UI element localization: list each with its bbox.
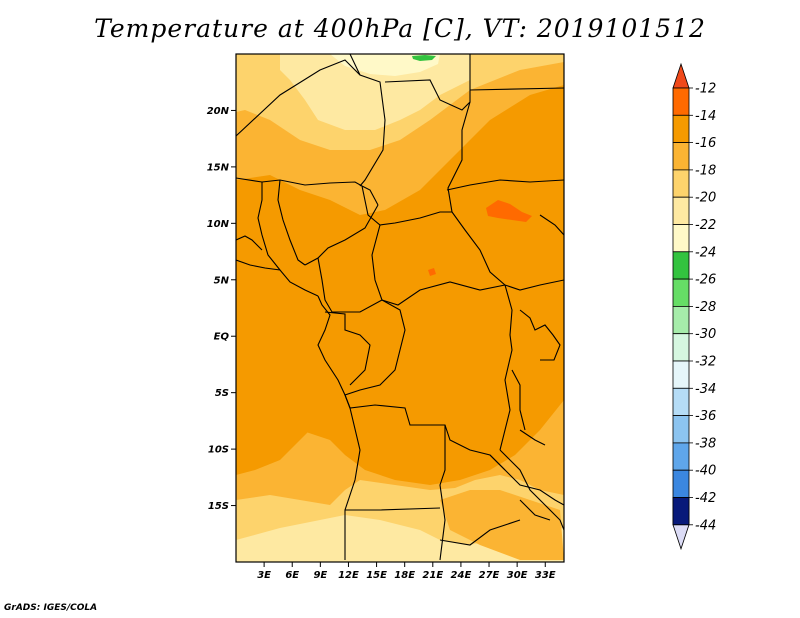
- lat-tick-label: 15N: [207, 162, 230, 173]
- longitude-axis: 3E 6E 9E 12E 15E 18E 21E 24E 27E 30E 33E: [257, 562, 556, 581]
- lat-tick-label: 20N: [207, 106, 230, 117]
- lat-tick-label: 10N: [207, 219, 230, 230]
- border-zambia-tanzania: [489, 454, 564, 506]
- lon-tick-label: 27E: [479, 570, 500, 581]
- colorbar-swatch: [672, 469, 690, 498]
- border-north-algeria-niger: [236, 59, 386, 187]
- lat-tick-label: 5S: [215, 388, 229, 399]
- colorbar-label: -30: [695, 327, 716, 342]
- colorbar-label: -14: [695, 109, 716, 124]
- colorbar-swatch: [672, 196, 690, 225]
- lon-tick-label: 21E: [422, 570, 443, 581]
- lon-tick-label: 30E: [507, 570, 528, 581]
- lon-tick-label: 12E: [338, 570, 359, 581]
- colorbar-swatch-darkest: [672, 497, 690, 526]
- colorbar-label: -34: [695, 382, 716, 397]
- border-libya-niger-chad: [349, 54, 471, 111]
- colorbar-swatch: [672, 415, 690, 444]
- colorbar-swatch: [672, 87, 690, 116]
- colorbar-swatch: [672, 333, 690, 362]
- border-drc-east: [499, 284, 513, 451]
- colorbar-label: -32: [695, 355, 716, 370]
- border-congo-drc: [344, 299, 506, 471]
- border-cameroon-gabon: [317, 257, 383, 313]
- border-chad-sudan: [447, 101, 564, 291]
- field-zone-22-20-north: [330, 54, 440, 76]
- border-lakes-east: [511, 309, 561, 446]
- colorbar-swatch: [672, 387, 690, 416]
- colorbar-swatch: [672, 142, 690, 171]
- border-chad-lake-car: [361, 185, 452, 226]
- temperature-field: [236, 54, 564, 562]
- lat-tick-label: EQ: [214, 332, 230, 343]
- border-nigeria-cameroon: [304, 204, 379, 266]
- map-title: Temperature at 400hPa [C], VT: 201910151…: [94, 14, 706, 43]
- lon-tick-label: 9E: [313, 570, 327, 581]
- field-zone-12-hotspot-1: [486, 200, 532, 222]
- colorbar-label: -20: [695, 191, 716, 206]
- colorbar-swatch: [672, 251, 690, 280]
- colorbar-label: -18: [695, 163, 716, 178]
- colorbar-label: -16: [695, 136, 716, 151]
- colorbar-swatch: [672, 305, 690, 335]
- colorbar-label: -22: [695, 218, 716, 233]
- field-zone-14-12-west: [236, 300, 330, 475]
- border-southeast: [499, 449, 564, 531]
- colorbar-label: -36: [695, 409, 716, 424]
- colorbar: -12 -14 -16 -18 -20 -22 -24 -26 -28 -30 -32 -34 -36 -…: [672, 62, 716, 551]
- colorbar-label: -44: [695, 518, 716, 533]
- country-borders: [236, 54, 564, 561]
- colorbar-label: -42: [695, 491, 716, 506]
- lat-tick-label: 15S: [208, 501, 229, 512]
- colorbar-label: -38: [695, 436, 716, 451]
- lon-tick-label: 24E: [451, 570, 472, 581]
- colorbar-top-arrow: [672, 62, 690, 89]
- grads-credit: GrADS: IGES/COLA: [4, 603, 98, 613]
- colorbar-label: -40: [695, 464, 716, 479]
- border-sudan-interior: [446, 179, 564, 236]
- colorbar-swatch: [672, 278, 690, 307]
- colorbar-swatch: [672, 114, 690, 144]
- border-namibia-botswana: [345, 507, 521, 546]
- border-gabon-congo: [324, 311, 371, 386]
- lon-tick-label: 6E: [285, 570, 299, 581]
- border-angola-zambia: [344, 407, 446, 561]
- map-frame: [235, 53, 565, 563]
- field-zone-20-18-south: [236, 515, 564, 562]
- lon-tick-label: 18E: [394, 570, 415, 581]
- lon-tick-label: 33E: [535, 570, 556, 581]
- field-zone-12-hotspot-2: [428, 268, 436, 276]
- border-west-africa-inland: [257, 179, 306, 271]
- colorbar-swatch: [672, 169, 690, 198]
- colorbar-swatch: [672, 360, 690, 389]
- border-coastline-gulf: [317, 295, 351, 409]
- colorbar-label: -26: [695, 273, 716, 288]
- border-egypt-sudan: [469, 87, 564, 91]
- lon-tick-label: 15E: [366, 570, 387, 581]
- field-zone-20-18-north: [280, 54, 470, 130]
- lat-tick-label: 10S: [208, 445, 229, 456]
- colorbar-bottom-arrow: [672, 524, 690, 551]
- colorbar-label: -24: [695, 245, 716, 260]
- lon-tick-label: 3E: [257, 570, 271, 581]
- colorbar-label: -12: [695, 82, 716, 97]
- field-zone-16-14-se: [440, 490, 564, 560]
- latitude-axis: 20N 15N 10N 5N EQ 5S 10S 15S: [207, 106, 236, 512]
- border-car-south: [371, 224, 506, 306]
- colorbar-swatch: [672, 224, 690, 253]
- colorbar-swatch: [672, 442, 690, 471]
- field-zone-24-22-green: [412, 55, 436, 61]
- colorbar-label: -28: [695, 300, 716, 315]
- lat-tick-label: 5N: [214, 275, 230, 286]
- border-niger-nigeria: [236, 177, 379, 206]
